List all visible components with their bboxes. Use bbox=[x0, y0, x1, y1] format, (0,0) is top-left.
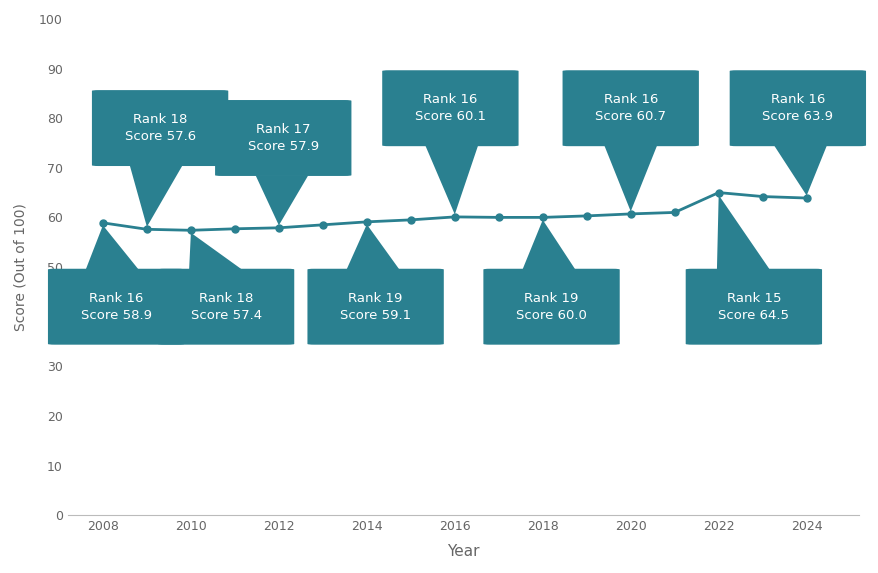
Polygon shape bbox=[425, 146, 478, 214]
Text: Rank 18
Score 57.4: Rank 18 Score 57.4 bbox=[191, 292, 262, 321]
Polygon shape bbox=[774, 146, 826, 195]
Text: Rank 16
Score 60.7: Rank 16 Score 60.7 bbox=[594, 93, 666, 123]
Polygon shape bbox=[255, 175, 308, 225]
Text: Rank 19
Score 59.1: Rank 19 Score 59.1 bbox=[340, 292, 411, 321]
Text: Rank 16
Score 60.1: Rank 16 Score 60.1 bbox=[414, 93, 486, 123]
FancyBboxPatch shape bbox=[685, 269, 821, 345]
FancyBboxPatch shape bbox=[562, 70, 698, 146]
Polygon shape bbox=[522, 220, 574, 269]
Text: Rank 15
Score 64.5: Rank 15 Score 64.5 bbox=[717, 292, 788, 321]
FancyBboxPatch shape bbox=[48, 269, 184, 345]
FancyBboxPatch shape bbox=[729, 70, 865, 146]
Polygon shape bbox=[189, 233, 241, 269]
Polygon shape bbox=[86, 225, 139, 269]
Polygon shape bbox=[604, 146, 657, 211]
FancyBboxPatch shape bbox=[483, 269, 619, 345]
Text: Rank 17
Score 57.9: Rank 17 Score 57.9 bbox=[248, 123, 319, 153]
Text: Rank 16
Score 58.9: Rank 16 Score 58.9 bbox=[81, 292, 151, 321]
FancyBboxPatch shape bbox=[382, 70, 518, 146]
Text: Rank 19
Score 60.0: Rank 19 Score 60.0 bbox=[515, 292, 587, 321]
Text: Rank 16
Score 63.9: Rank 16 Score 63.9 bbox=[761, 93, 832, 123]
X-axis label: Year: Year bbox=[447, 544, 479, 559]
FancyBboxPatch shape bbox=[92, 90, 228, 166]
Polygon shape bbox=[130, 165, 183, 227]
Y-axis label: Score (Out of 100): Score (Out of 100) bbox=[14, 203, 28, 331]
Polygon shape bbox=[346, 225, 399, 269]
FancyBboxPatch shape bbox=[215, 100, 351, 176]
FancyBboxPatch shape bbox=[307, 269, 443, 345]
Polygon shape bbox=[716, 195, 769, 269]
FancyBboxPatch shape bbox=[158, 269, 294, 345]
Text: Rank 18
Score 57.6: Rank 18 Score 57.6 bbox=[125, 113, 196, 143]
